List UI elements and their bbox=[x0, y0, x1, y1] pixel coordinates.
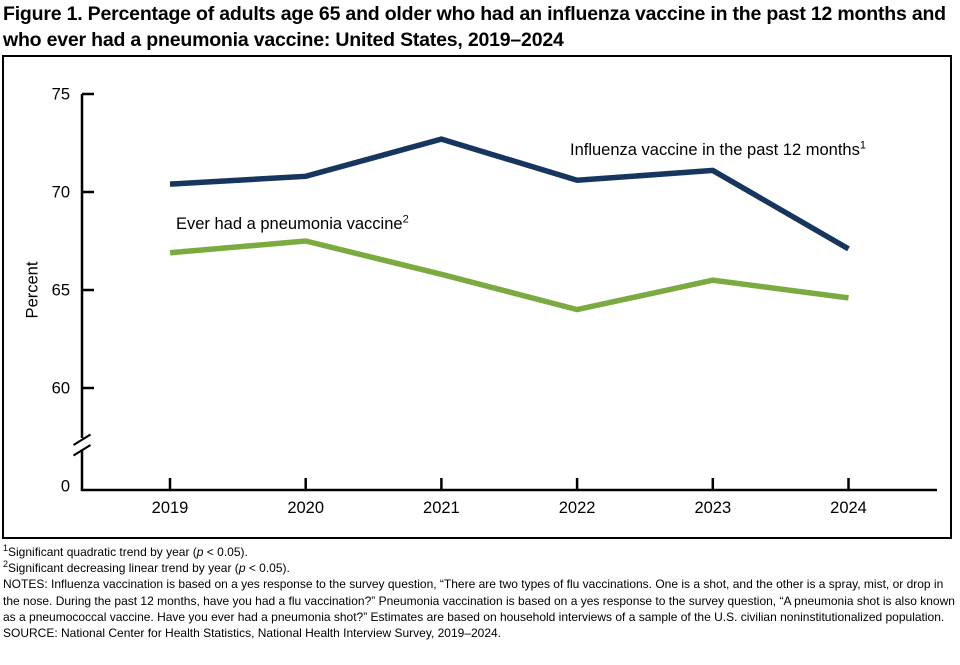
axis-break-slash-icon bbox=[72, 444, 92, 457]
notes-text: NOTES: Influenza vaccination is based on… bbox=[3, 577, 955, 624]
x-tick-label: 2019 bbox=[152, 499, 189, 517]
line-chart: 75 70 65 60 0 2019 2020 2021 2022 2023 2024 bbox=[52, 86, 937, 517]
influenza-series-label-text: Influenza vaccine in the past 12 months bbox=[570, 141, 860, 159]
influenza-footnote-marker: 1 bbox=[859, 139, 866, 152]
source-text: SOURCE: National Center for Health Stati… bbox=[3, 626, 502, 641]
x-tick-label: 2022 bbox=[559, 499, 596, 517]
y-axis-title: Percent bbox=[23, 261, 42, 319]
footnotes-block: 1Significant quadratic trend by year (p … bbox=[3, 544, 957, 641]
x-tick-label: 2024 bbox=[830, 499, 867, 517]
footnote-2-marker: 2 bbox=[3, 559, 9, 570]
figure-title: Figure 1. Percentage of adults age 65 an… bbox=[3, 3, 946, 51]
axis-break-slash-icon bbox=[72, 433, 92, 446]
pneumonia-footnote-marker: 2 bbox=[402, 213, 409, 226]
footnote-1-marker: 1 bbox=[3, 543, 9, 553]
footnote-1: 1Significant quadratic trend by year (p … bbox=[3, 543, 248, 560]
x-tick-label: 2023 bbox=[694, 499, 731, 517]
footnote-2: 2Significant decreasing linear trend by … bbox=[3, 559, 290, 576]
y-tick-label: 0 bbox=[61, 478, 70, 496]
pneumonia-series-line bbox=[169, 238, 849, 313]
pneumonia-series-label: Ever had a pneumonia vaccine2 bbox=[176, 213, 409, 234]
y-tick-label: 60 bbox=[52, 380, 70, 398]
x-tick-label: 2020 bbox=[287, 499, 324, 517]
pneumonia-series-label-text: Ever had a pneumonia vaccine bbox=[176, 215, 403, 233]
y-tick-label: 70 bbox=[52, 184, 70, 202]
chart-frame: 75 70 65 60 0 2019 2020 2021 2022 2023 2024 bbox=[2, 55, 952, 539]
influenza-series-label: Influenza vaccine in the past 12 months1 bbox=[570, 139, 866, 160]
x-tick-label: 2021 bbox=[423, 499, 460, 517]
influenza-series-line bbox=[169, 136, 850, 252]
y-tick-label: 75 bbox=[52, 86, 70, 104]
y-tick-label: 65 bbox=[52, 282, 70, 300]
